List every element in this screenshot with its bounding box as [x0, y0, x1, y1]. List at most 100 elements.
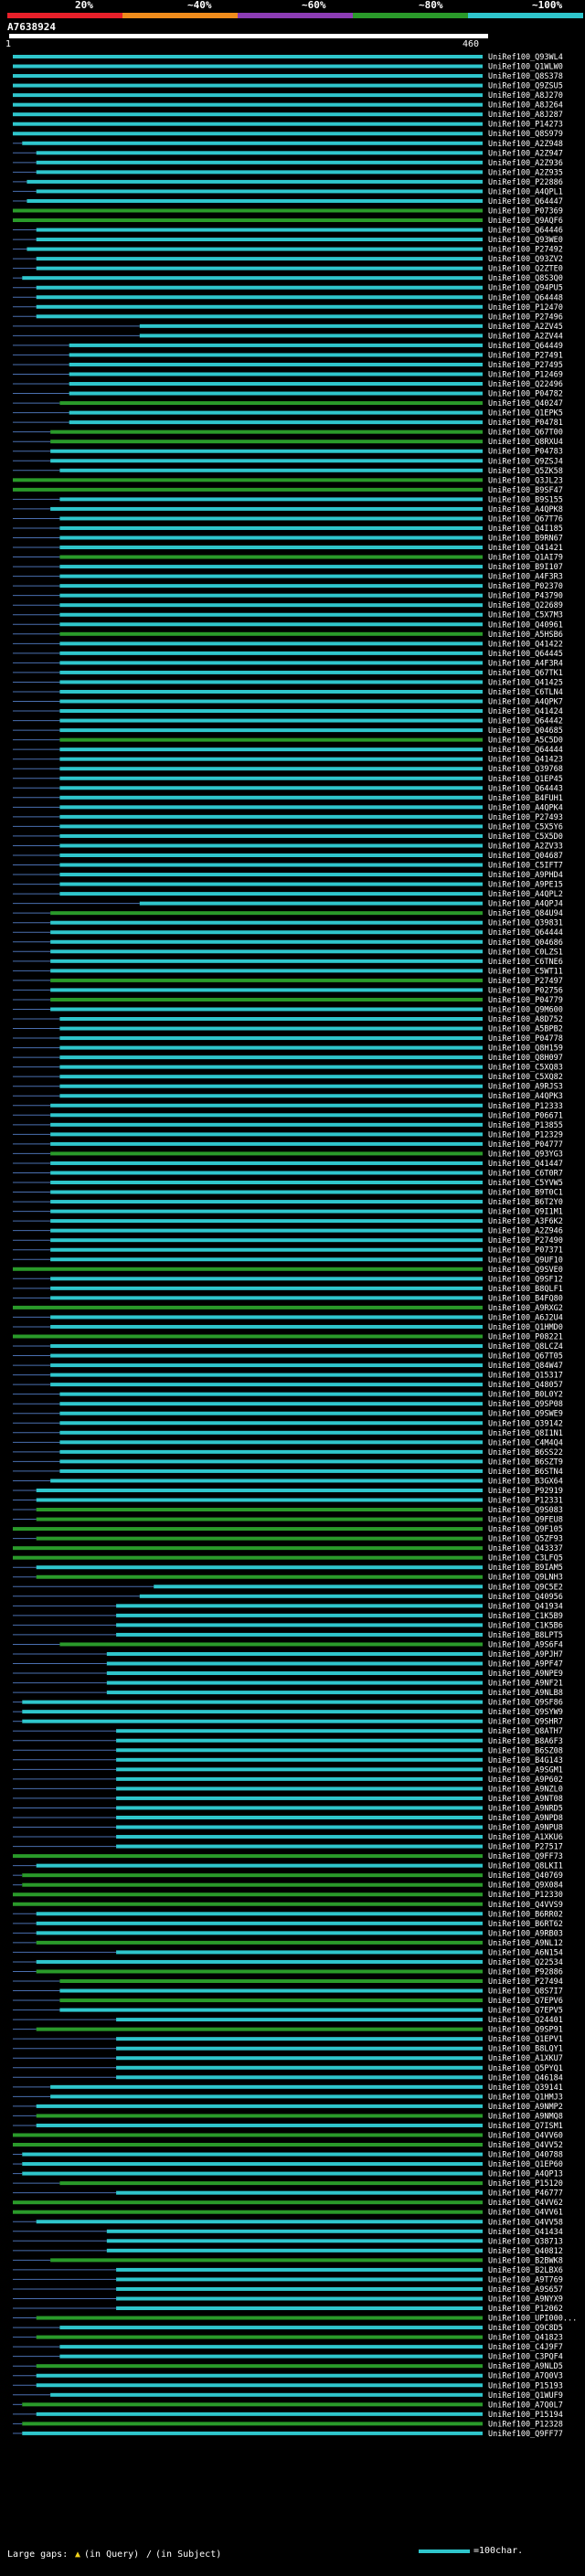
hit-bar[interactable]: [36, 1508, 483, 1512]
hit-bar[interactable]: [36, 304, 483, 309]
hit-row[interactable]: UniRef100_B9IAM5: [13, 1564, 563, 1573]
hit-label[interactable]: UniRef100_B6T2Y0: [488, 1198, 563, 1207]
hit-bar[interactable]: [22, 2171, 484, 2176]
hit-label[interactable]: UniRef100_Q64442: [488, 717, 563, 726]
hit-label[interactable]: UniRef100_A4QP13: [488, 2170, 563, 2179]
hit-label[interactable]: UniRef100_A1XKU7: [488, 2054, 563, 2063]
hit-row[interactable]: UniRef100_Q9M600: [13, 1005, 563, 1014]
hit-row[interactable]: UniRef100_P27490: [13, 1236, 563, 1246]
hit-label[interactable]: UniRef100_Q9C5E2: [488, 1583, 563, 1592]
hit-bar[interactable]: [59, 786, 484, 790]
hit-bar[interactable]: [22, 2162, 484, 2167]
hit-bar[interactable]: [59, 1017, 484, 1021]
hit-row[interactable]: UniRef100_A9NLB8: [13, 1689, 563, 1698]
hit-bar[interactable]: [59, 814, 484, 819]
hit-label[interactable]: UniRef100_Q94PU5: [488, 284, 563, 293]
hit-bar[interactable]: [50, 449, 484, 453]
hit-bar[interactable]: [13, 1854, 483, 1859]
hit-bar[interactable]: [36, 151, 483, 155]
hit-row[interactable]: UniRef100_Q9FF73: [13, 1852, 563, 1861]
hit-label[interactable]: UniRef100_Q41447: [488, 1160, 563, 1169]
hit-row[interactable]: UniRef100_A2ZV45: [13, 323, 563, 332]
hit-label[interactable]: UniRef100_A9RB03: [488, 1929, 563, 1938]
hit-bar[interactable]: [50, 1190, 484, 1194]
hit-label[interactable]: UniRef100_C5YVW5: [488, 1179, 563, 1188]
hit-row[interactable]: UniRef100_C4J9F7: [13, 2343, 563, 2352]
hit-bar[interactable]: [116, 1806, 483, 1810]
hit-row[interactable]: UniRef100_P07369: [13, 207, 563, 216]
hit-row[interactable]: UniRef100_Q67TK1: [13, 669, 563, 678]
hit-label[interactable]: UniRef100_Q9SVE0: [488, 1266, 563, 1275]
hit-label[interactable]: UniRef100_Q39768: [488, 765, 563, 774]
hit-row[interactable]: UniRef100_Q8S979: [13, 130, 563, 139]
hit-bar[interactable]: [59, 833, 484, 838]
hit-row[interactable]: UniRef100_Q9ZSJ4: [13, 457, 563, 466]
hit-row[interactable]: UniRef100_B4G143: [13, 1756, 563, 1765]
hit-label[interactable]: UniRef100_P15120: [488, 2179, 563, 2189]
hit-row[interactable]: UniRef100_Q41422: [13, 640, 563, 649]
hit-row[interactable]: UniRef100_Q93YG3: [13, 1150, 563, 1159]
hit-label[interactable]: UniRef100_P14273: [488, 121, 563, 130]
hit-bar[interactable]: [36, 2335, 483, 2339]
hit-bar[interactable]: [59, 565, 484, 569]
hit-label[interactable]: UniRef100_Q40956: [488, 1593, 563, 1602]
hit-label[interactable]: UniRef100_Q1WLW0: [488, 63, 563, 72]
hit-label[interactable]: UniRef100_Q8S378: [488, 72, 563, 81]
hit-bar[interactable]: [50, 1113, 484, 1118]
hit-row[interactable]: UniRef100_Q5ZK58: [13, 467, 563, 476]
hit-label[interactable]: UniRef100_A4QPK4: [488, 803, 563, 812]
hit-label[interactable]: UniRef100_Q40769: [488, 1871, 563, 1881]
hit-bar[interactable]: [50, 1122, 484, 1127]
hit-label[interactable]: UniRef100_A6J2U4: [488, 1313, 563, 1322]
hit-row[interactable]: UniRef100_Q41421: [13, 544, 563, 553]
hit-row[interactable]: UniRef100_C6TLN4: [13, 688, 563, 697]
hit-label[interactable]: UniRef100_Q22496: [488, 380, 563, 389]
hit-row[interactable]: UniRef100_A9NLD5: [13, 2362, 563, 2371]
hit-bar[interactable]: [50, 1238, 484, 1243]
hit-bar[interactable]: [116, 1623, 483, 1627]
hit-label[interactable]: UniRef100_B2BWK8: [488, 2256, 563, 2265]
hit-bar[interactable]: [22, 1882, 484, 1887]
hit-label[interactable]: UniRef100_Q1WUF9: [488, 2391, 563, 2401]
hit-bar[interactable]: [36, 2316, 483, 2320]
hit-label[interactable]: UniRef100_P46777: [488, 2189, 563, 2199]
hit-bar[interactable]: [22, 1700, 484, 1704]
hit-row[interactable]: UniRef100_A2Z948: [13, 140, 563, 149]
hit-bar[interactable]: [13, 112, 483, 117]
hit-bar[interactable]: [27, 198, 483, 203]
hit-row[interactable]: UniRef100_P92919: [13, 1487, 563, 1496]
hit-label[interactable]: UniRef100_Q67T05: [488, 1352, 563, 1362]
hit-row[interactable]: UniRef100_A8J270: [13, 91, 563, 101]
hit-bar[interactable]: [59, 1065, 484, 1069]
hit-row[interactable]: UniRef100_P15120: [13, 2179, 563, 2189]
hit-bar[interactable]: [116, 1613, 483, 1617]
hit-label[interactable]: UniRef100_P22886: [488, 178, 563, 187]
hit-row[interactable]: UniRef100_Q93WE0: [13, 236, 563, 245]
hit-bar[interactable]: [13, 1902, 483, 1906]
hit-bar[interactable]: [13, 1555, 483, 1560]
hit-bar[interactable]: [50, 1324, 484, 1329]
hit-bar[interactable]: [59, 1440, 484, 1445]
hit-label[interactable]: UniRef100_Q41422: [488, 640, 563, 649]
hit-row[interactable]: UniRef100_P27494: [13, 1977, 563, 1987]
hit-label[interactable]: UniRef100_A9NPU8: [488, 1824, 563, 1833]
hit-row[interactable]: UniRef100_Q04685: [13, 726, 563, 736]
hit-row[interactable]: UniRef100_Q39831: [13, 919, 563, 928]
hit-bar[interactable]: [36, 1969, 483, 1974]
hit-bar[interactable]: [59, 680, 484, 684]
hit-row[interactable]: UniRef100_Q40812: [13, 2247, 563, 2256]
hit-row[interactable]: UniRef100_Q48057: [13, 1381, 563, 1390]
hit-bar[interactable]: [13, 1305, 483, 1309]
hit-row[interactable]: UniRef100_A2Z935: [13, 168, 563, 177]
hit-label[interactable]: UniRef100_A9NPE9: [488, 1670, 563, 1679]
hit-row[interactable]: UniRef100_Q4VV60: [13, 2131, 563, 2140]
hit-bar[interactable]: [36, 228, 483, 232]
hit-bar[interactable]: [36, 238, 483, 242]
hit-row[interactable]: UniRef100_Q5ZF93: [13, 1535, 563, 1544]
hit-row[interactable]: UniRef100_A9S657: [13, 2285, 563, 2295]
hit-label[interactable]: UniRef100_A4QPJ4: [488, 900, 563, 909]
hit-bar[interactable]: [50, 506, 484, 511]
hit-row[interactable]: UniRef100_Q38713: [13, 2237, 563, 2246]
hit-bar[interactable]: [36, 2373, 483, 2378]
hit-row[interactable]: UniRef100_Q5PYQ1: [13, 2064, 563, 2073]
